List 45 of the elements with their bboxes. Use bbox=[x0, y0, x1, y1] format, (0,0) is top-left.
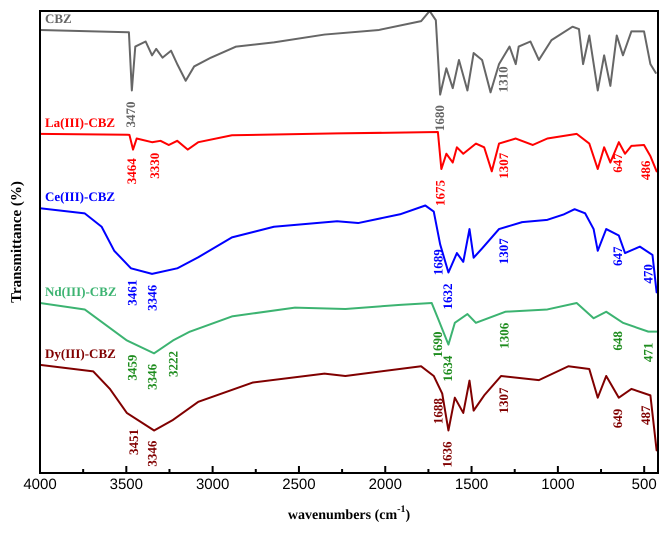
annotation: 470 bbox=[640, 264, 656, 284]
annotation: 1307 bbox=[496, 238, 512, 264]
annotation: 1690 bbox=[430, 332, 446, 358]
annotation: 486 bbox=[638, 160, 653, 180]
x-tick-label: 3000 bbox=[196, 476, 230, 494]
x-tick-label: 500 bbox=[632, 476, 657, 494]
annotation: 1307 bbox=[496, 152, 512, 179]
annotation: 3461 bbox=[124, 280, 140, 306]
annotation: 3470 bbox=[122, 101, 138, 128]
series-label: Dy(III)-CBZ bbox=[45, 346, 116, 361]
annotation: 1636 bbox=[439, 440, 454, 468]
annotation: 3346 bbox=[144, 363, 160, 390]
x-tick-label: 1000 bbox=[541, 476, 575, 494]
annotation: 1634 bbox=[440, 355, 455, 382]
annotation: 3346 bbox=[144, 284, 160, 311]
x-tick-label: 2500 bbox=[282, 476, 316, 494]
annotation: 3346 bbox=[144, 440, 160, 467]
series-label: La(III)-CBZ bbox=[45, 114, 116, 130]
annotation: 1675 bbox=[432, 180, 448, 206]
x-tick-label: 4000 bbox=[23, 476, 57, 494]
annotation: 487 bbox=[638, 404, 653, 425]
annotation: 647 bbox=[610, 152, 626, 173]
y-axis-title: Transmittance (%) bbox=[8, 181, 25, 303]
x-tick-label: 2000 bbox=[368, 476, 402, 494]
series-label: CBZ bbox=[45, 10, 72, 26]
x-tick-label: 3500 bbox=[110, 476, 143, 494]
annotation: 649 bbox=[610, 408, 625, 428]
annotation: 3464 bbox=[124, 158, 139, 184]
x-tick-label: 1500 bbox=[454, 476, 488, 494]
series-label: Ce(III)-CBZ bbox=[45, 189, 116, 204]
annotation: 3451 bbox=[126, 429, 142, 456]
annotation: 1688 bbox=[430, 398, 446, 424]
annotation: 1689 bbox=[430, 248, 446, 276]
annotation: 647 bbox=[610, 246, 626, 266]
annotation: 3222 bbox=[166, 350, 181, 377]
annotation: 1307 bbox=[496, 386, 512, 414]
annotation: 3330 bbox=[147, 152, 162, 179]
annotation: 1680 bbox=[432, 105, 447, 132]
annotation: 471 bbox=[640, 342, 656, 362]
annotation: 1310 bbox=[496, 66, 511, 92]
annotation: 1632 bbox=[440, 283, 456, 310]
series-label: Nd(III)-CBZ bbox=[45, 284, 117, 299]
annotation: 1306 bbox=[496, 322, 512, 349]
annotation: 3459 bbox=[124, 354, 140, 381]
annotation: 648 bbox=[610, 330, 625, 351]
